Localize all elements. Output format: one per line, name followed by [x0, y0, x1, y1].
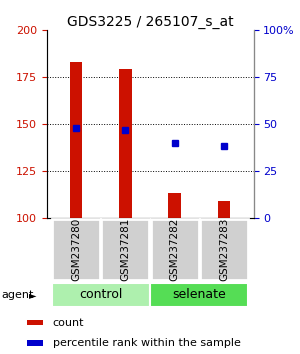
Text: count: count	[52, 318, 84, 328]
Bar	[27, 320, 43, 325]
Bar	[151, 219, 199, 280]
Text: GSM237281: GSM237281	[120, 218, 130, 281]
Bar	[169, 193, 181, 218]
Text: ►: ►	[29, 290, 37, 300]
Text: percentile rank within the sample: percentile rank within the sample	[52, 338, 240, 348]
Bar	[52, 219, 100, 280]
Bar	[151, 283, 248, 307]
Bar	[27, 340, 43, 346]
Text: agent: agent	[2, 290, 34, 300]
Bar	[218, 201, 230, 218]
Bar	[52, 283, 149, 307]
Text: GSM237282: GSM237282	[169, 218, 180, 281]
Bar	[200, 219, 248, 280]
Bar	[70, 62, 82, 218]
Text: GSM237283: GSM237283	[219, 218, 229, 281]
Text: control: control	[79, 288, 122, 301]
Text: GSM237280: GSM237280	[71, 218, 81, 281]
Bar	[119, 69, 131, 218]
Bar	[101, 219, 149, 280]
Text: selenate: selenate	[172, 288, 226, 301]
Title: GDS3225 / 265107_s_at: GDS3225 / 265107_s_at	[67, 15, 233, 29]
